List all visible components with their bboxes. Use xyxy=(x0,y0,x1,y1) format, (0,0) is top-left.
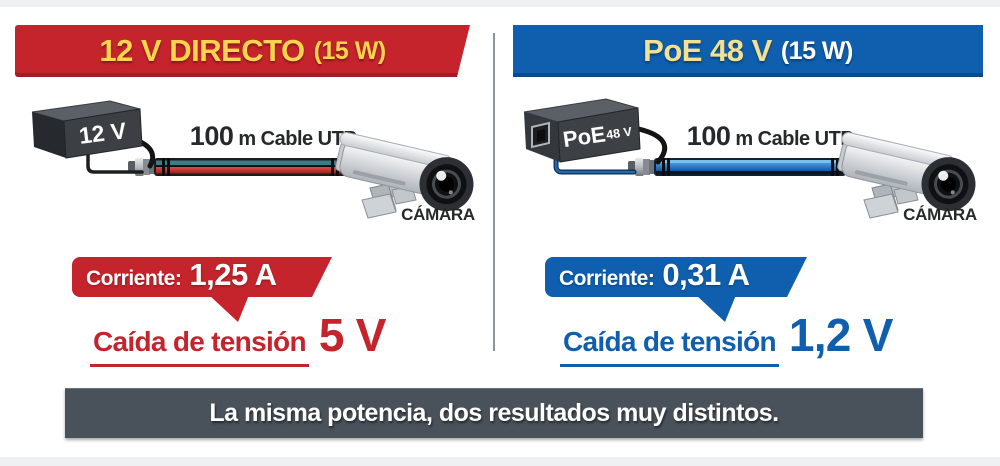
camera-label-right: CÁMARA xyxy=(903,205,977,224)
current-banner-right: Corriente: 0,31 A xyxy=(545,257,807,297)
current-label: Corriente: xyxy=(86,267,182,290)
voltage-drop-label: Caída de tensión xyxy=(90,326,309,367)
cable-unit: m xyxy=(238,128,256,150)
cable-length-label-left: 100 m Cable UTP xyxy=(177,121,369,152)
voltage-drop-right: Caída de tensión 1,2 V xyxy=(560,308,893,367)
voltage-drop-label: Caída de tensión xyxy=(560,326,779,367)
conclusion-banner: La misma potencia, dos resultados muy di… xyxy=(65,388,923,438)
panel-divider-line xyxy=(493,33,495,351)
current-label: Corriente: xyxy=(559,267,655,290)
adapter-voltage-label: 12 V xyxy=(78,117,129,149)
current-banner-left: Corriente: 1,25 A xyxy=(72,257,332,297)
cable-unit: m xyxy=(735,128,753,150)
cable-type: Cable UTP xyxy=(260,128,357,150)
injector-poe-label: PoE xyxy=(561,121,607,152)
voltage-drop-value: 1,2 V xyxy=(788,309,894,361)
camera-label-left: CÁMARA xyxy=(401,205,475,224)
adapter-output-wire-left xyxy=(86,150,144,174)
cctv-camera-left-icon xyxy=(335,132,474,219)
right-header-title: PoE 48 V xyxy=(643,33,772,68)
power-cord-right xyxy=(631,125,668,165)
conclusion-text: La misma potencia, dos resultados muy di… xyxy=(209,399,779,427)
cable-distance: 100 xyxy=(189,121,234,151)
speech-tail-left-icon xyxy=(209,295,249,322)
cable-distance: 100 xyxy=(686,121,731,151)
left-header-wattage: (15 W) xyxy=(313,36,386,65)
current-value: 1,25 A xyxy=(189,257,277,292)
cable-type: Cable UTP xyxy=(757,128,854,150)
current-value: 0,31 A xyxy=(662,257,750,292)
injector-output-wire-right xyxy=(553,150,637,175)
speech-tail-right-icon xyxy=(696,295,736,322)
power-adapter-12v: 12 V xyxy=(31,100,143,159)
voltage-drop-value: 5 V xyxy=(318,309,387,361)
camera-body-icon xyxy=(335,132,474,212)
right-header-wattage: (15 W) xyxy=(780,36,854,65)
camera-body-icon xyxy=(837,132,976,212)
injector-voltage-label: 48 V xyxy=(605,125,633,143)
voltage-drop-left: Caída de tensión 5 V xyxy=(90,308,386,367)
left-header-title: 12 V DIRECTO xyxy=(99,33,305,68)
top-edge-strip xyxy=(0,0,1000,7)
cable-length-label-right: 100 m Cable UTP xyxy=(674,121,866,152)
right-header-banner: PoE 48 V (15 W) xyxy=(513,25,983,77)
poe-injector-48v: PoE 48 V xyxy=(523,98,641,163)
bottom-edge-strip xyxy=(0,457,1000,466)
cctv-camera-right-icon xyxy=(837,132,976,219)
rj45-port-icon xyxy=(531,121,550,149)
left-header-banner: 12 V DIRECTO (15 W) xyxy=(15,25,470,77)
